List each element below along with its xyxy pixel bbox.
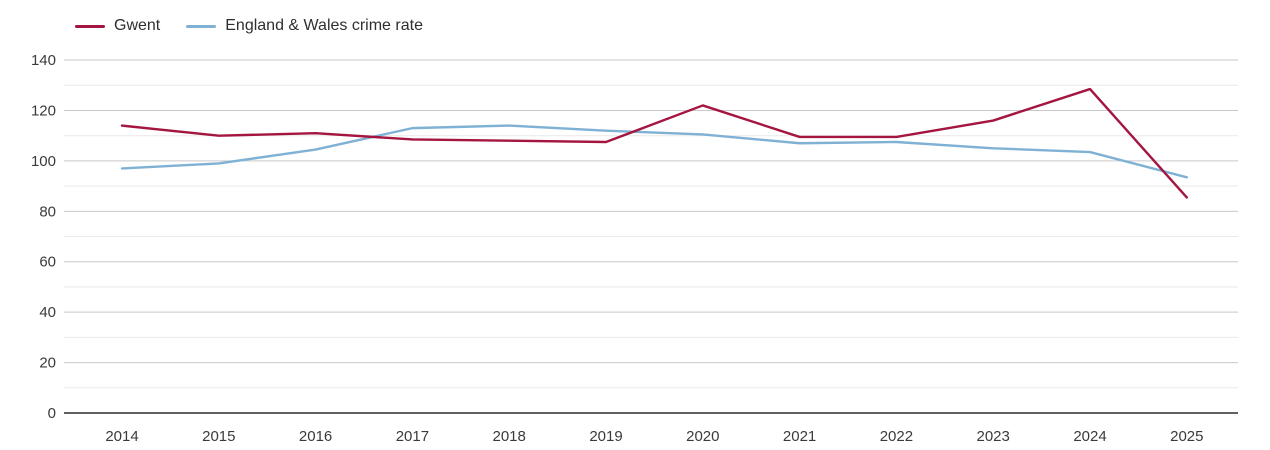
legend-item-england-wales: England & Wales crime rate [186, 17, 423, 35]
x-tick-label: 2018 [493, 428, 526, 445]
y-tick-label: 140 [31, 52, 56, 69]
x-tick-label: 2019 [589, 428, 622, 445]
gwent-line [120, 87, 1189, 199]
y-tick-label: 80 [39, 203, 56, 220]
x-tick-label: 2014 [105, 428, 138, 445]
x-tick-label: 2024 [1073, 428, 1106, 445]
x-tick-label: 2023 [977, 428, 1010, 445]
y-tick-label: 100 [31, 153, 56, 170]
x-tick-label: 2015 [202, 428, 235, 445]
x-tick-label: 2016 [299, 428, 332, 445]
x-tick-label: 2025 [1170, 428, 1203, 445]
x-tick-label: 2021 [783, 428, 816, 445]
y-tick-label: 0 [48, 405, 56, 422]
england-wales-line [120, 124, 1189, 179]
legend-label-gwent: Gwent [114, 17, 161, 34]
chart-legend: Gwent England & Wales crime rate [75, 17, 449, 35]
x-tick-label: 2020 [686, 428, 719, 445]
legend-label-england-wales: England & Wales crime rate [225, 17, 423, 34]
y-tick-label: 60 [39, 254, 56, 271]
y-tick-label: 40 [39, 304, 56, 321]
x-tick-label: 2017 [396, 428, 429, 445]
y-tick-label: 20 [39, 355, 56, 372]
x-tick-label: 2022 [880, 428, 913, 445]
y-tick-label: 120 [31, 102, 56, 119]
gwent-line-swatch [75, 24, 105, 28]
england-wales-line-swatch [186, 24, 217, 28]
legend-item-gwent: Gwent [75, 17, 160, 35]
